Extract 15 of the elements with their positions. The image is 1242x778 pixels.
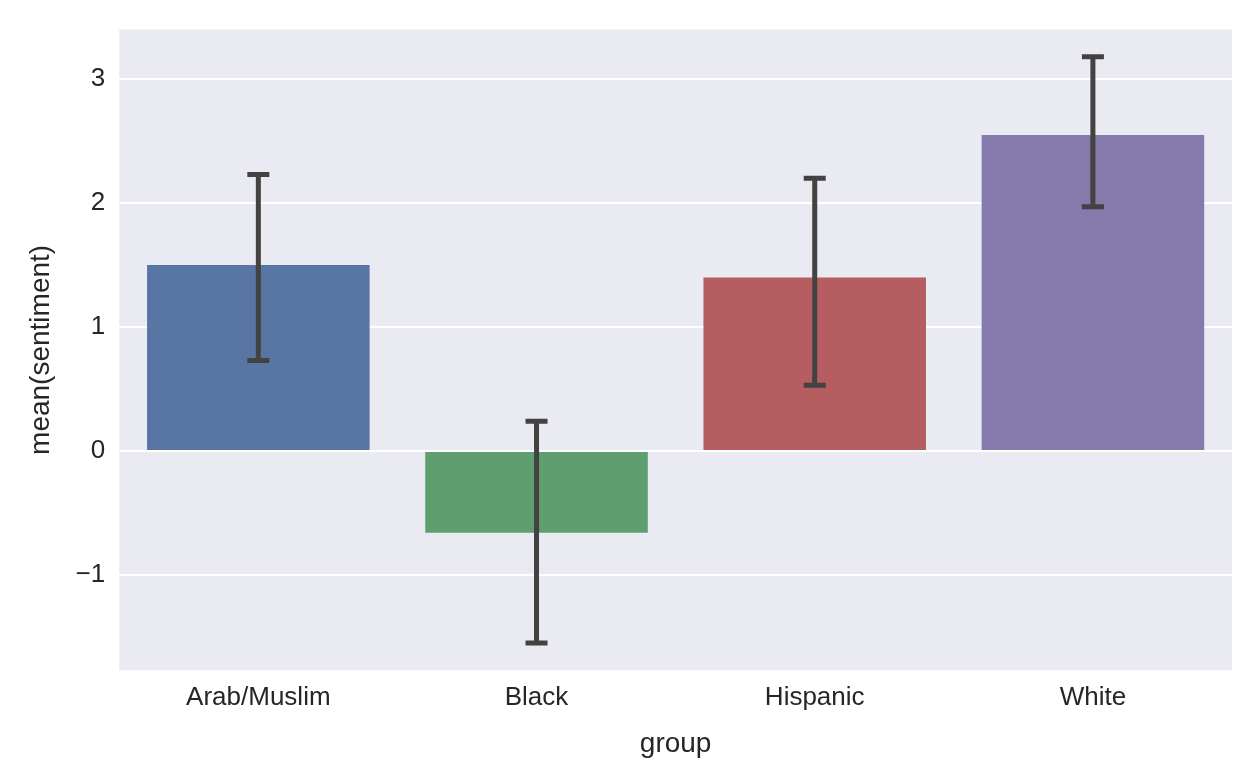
y-axis-title: mean(sentiment) — [23, 244, 55, 455]
x-tick-label: White — [1059, 680, 1127, 711]
x-tick-label: Arab/Muslim — [186, 680, 331, 711]
y-tick-label: 3 — [90, 62, 106, 93]
bar — [425, 451, 648, 533]
bar — [703, 277, 926, 450]
y-tick-label: 2 — [90, 186, 106, 217]
y-tick-label: 1 — [90, 310, 106, 341]
bar — [147, 265, 370, 450]
y-tick-label: 0 — [90, 434, 106, 465]
y-tick-label: −1 — [75, 557, 106, 588]
x-axis-title: group — [639, 726, 712, 758]
x-tick-label: Hispanic — [764, 680, 865, 711]
bar — [981, 134, 1205, 450]
x-tick-label: Black — [504, 680, 570, 711]
